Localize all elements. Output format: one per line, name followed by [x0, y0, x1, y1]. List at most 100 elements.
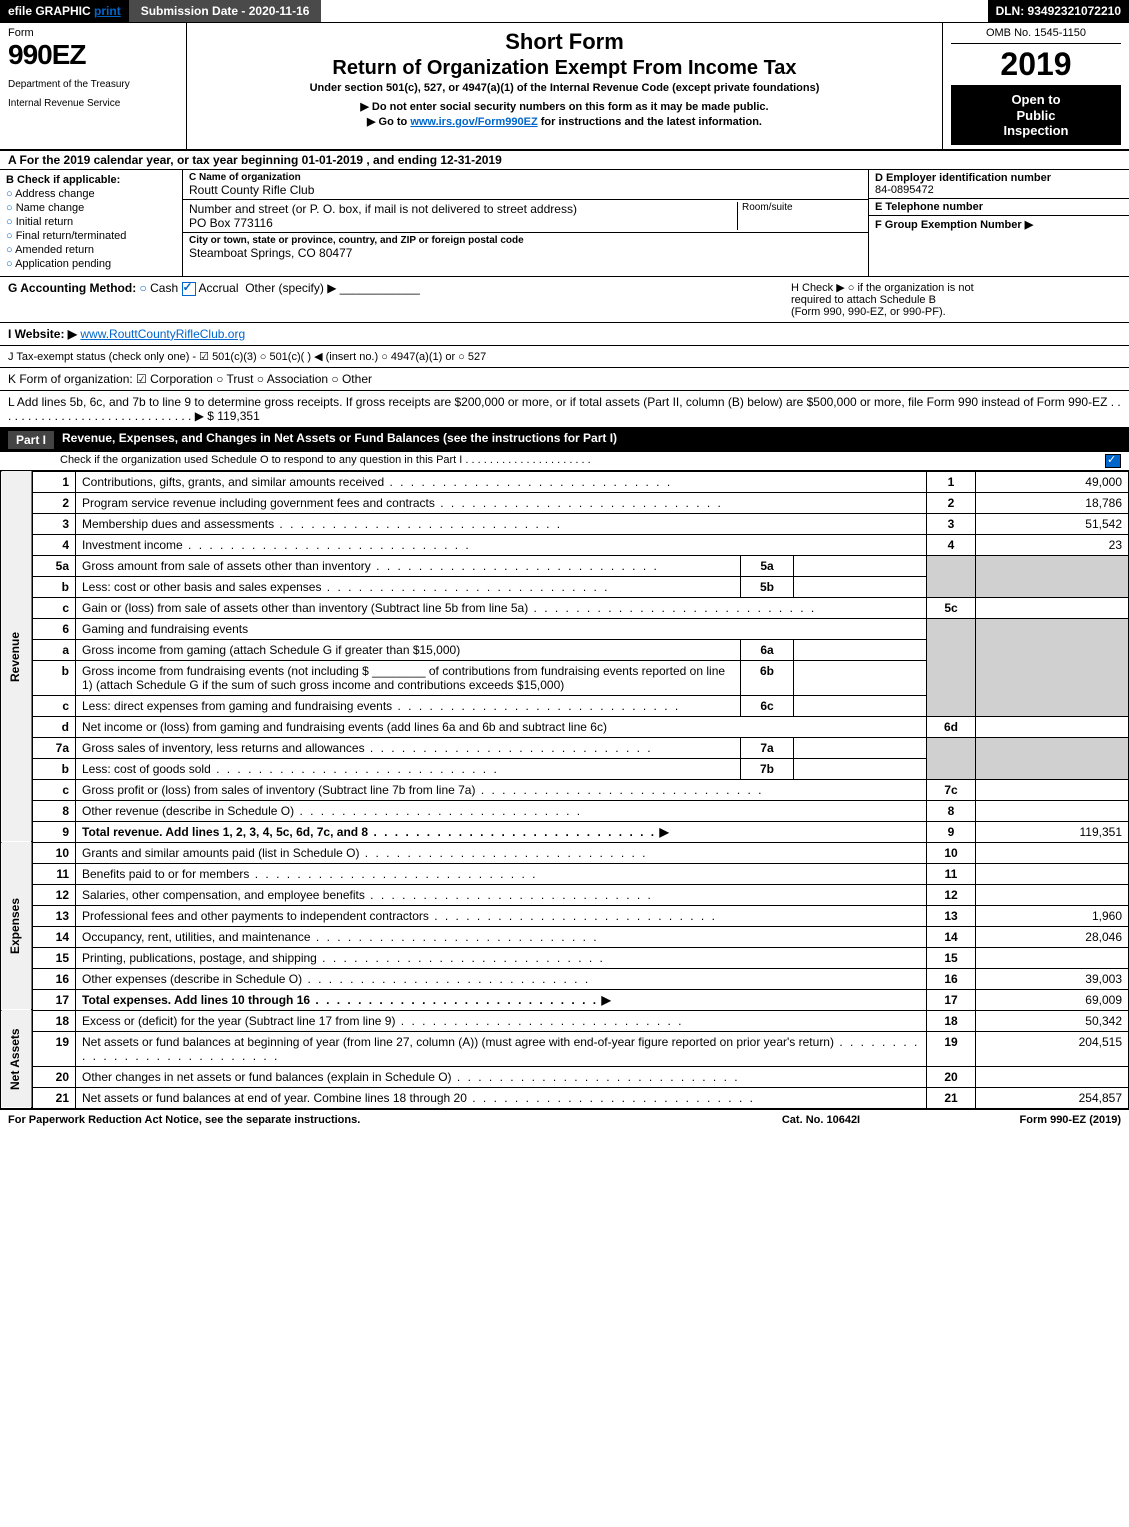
section-b: B Check if applicable: Address change Na…	[0, 170, 183, 276]
part-title: Revenue, Expenses, and Changes in Net As…	[62, 431, 617, 449]
section-d: D Employer identification number 84-0895…	[869, 170, 1129, 199]
open-to-public: Open to Public Inspection	[951, 86, 1121, 145]
table-row: Expenses 10 Grants and similar amounts p…	[1, 842, 1129, 863]
chk-address-change[interactable]: Address change	[6, 188, 176, 200]
table-row: 21 Net assets or fund balances at end of…	[1, 1087, 1129, 1108]
website-link[interactable]: www.RouttCountyRifleClub.org	[80, 327, 245, 341]
part-label: Part I	[8, 431, 54, 449]
h-line1: H Check ▶ ○ if the organization is not	[791, 281, 1121, 294]
line-desc: Contributions, gifts, grants, and simila…	[76, 471, 927, 492]
f-label: F Group Exemption Number ▶	[875, 219, 1033, 231]
note-ssn: ▶ Do not enter social security numbers o…	[195, 100, 934, 113]
section-f: F Group Exemption Number ▶	[869, 216, 1129, 233]
dln-label: DLN: 93492321072210	[988, 0, 1129, 22]
table-row: 15 Printing, publications, postage, and …	[1, 947, 1129, 968]
print-link[interactable]: print	[94, 4, 121, 18]
table-row: 16 Other expenses (describe in Schedule …	[1, 968, 1129, 989]
table-row: 20 Other changes in net assets or fund b…	[1, 1066, 1129, 1087]
open-line3: Inspection	[955, 123, 1117, 139]
submission-date: Submission Date - 2020-11-16	[129, 0, 322, 22]
sched-o-checkbox[interactable]	[1105, 454, 1121, 468]
e-label: E Telephone number	[875, 201, 1123, 213]
section-l: L Add lines 5b, 6c, and 7b to line 9 to …	[0, 391, 1129, 428]
org-name: Routt County Rifle Club	[189, 183, 862, 197]
section-c-city: City or town, state or province, country…	[183, 233, 868, 262]
footer-form-id: Form 990-EZ (2019)	[921, 1114, 1121, 1126]
form-label: Form	[8, 27, 178, 39]
efile-text: efile GRAPHIC	[8, 4, 91, 18]
table-row: d Net income or (loss) from gaming and f…	[1, 716, 1129, 737]
g-other: Other (specify) ▶	[245, 281, 336, 295]
section-e: E Telephone number	[869, 199, 1129, 216]
h-line2: required to attach Schedule B	[791, 294, 1121, 306]
l-text: L Add lines 5b, 6c, and 7b to line 9 to …	[8, 395, 1121, 423]
part-1-header: Part I Revenue, Expenses, and Changes in…	[0, 428, 1129, 452]
open-line2: Public	[955, 108, 1117, 124]
tax-year: 2019	[951, 44, 1121, 86]
table-row: 17 Total expenses. Add lines 10 through …	[1, 989, 1129, 1010]
expenses-side-label: Expenses	[1, 842, 33, 1010]
title-return: Return of Organization Exempt From Incom…	[195, 57, 934, 80]
room-suite-label: Room/suite	[737, 202, 862, 230]
table-row: 2 Program service revenue including gove…	[1, 492, 1129, 513]
goto-post: for instructions and the latest informat…	[538, 116, 762, 128]
schedule-o-check-row: Check if the organization used Schedule …	[0, 452, 1129, 471]
line-amount: 49,000	[976, 471, 1129, 492]
note-goto: ▶ Go to www.irs.gov/Form990EZ for instru…	[195, 115, 934, 128]
org-city: Steamboat Springs, CO 80477	[189, 246, 862, 260]
chk-name-change[interactable]: Name change	[6, 202, 176, 214]
page-footer: For Paperwork Reduction Act Notice, see …	[0, 1109, 1129, 1130]
ein-value: 84-0895472	[875, 184, 1123, 196]
header-left: Form 990EZ Department of the Treasury In…	[0, 23, 187, 149]
section-h: H Check ▶ ○ if the organization is not r…	[783, 281, 1121, 318]
org-address: PO Box 773116	[189, 216, 737, 230]
sched-o-text: Check if the organization used Schedule …	[60, 454, 591, 468]
table-row: 9 Total revenue. Add lines 1, 2, 3, 4, 5…	[1, 821, 1129, 842]
h-line3: (Form 990, 990-EZ, or 990-PF).	[791, 306, 1121, 318]
chk-final-return[interactable]: Final return/terminated	[6, 230, 176, 242]
title-short-form: Short Form	[195, 29, 934, 55]
footer-left: For Paperwork Reduction Act Notice, see …	[8, 1114, 721, 1126]
dept-irs: Internal Revenue Service	[8, 98, 178, 109]
form-header: Form 990EZ Department of the Treasury In…	[0, 23, 1129, 151]
table-row: 14 Occupancy, rent, utilities, and maint…	[1, 926, 1129, 947]
table-row: 7a Gross sales of inventory, less return…	[1, 737, 1129, 758]
section-c-name: C Name of organization Routt County Rifl…	[183, 170, 868, 200]
section-c-addr: Number and street (or P. O. box, if mail…	[189, 202, 737, 230]
form-number: 990EZ	[8, 39, 178, 71]
g-accrual: Accrual	[199, 281, 239, 295]
revenue-side-label: Revenue	[1, 471, 33, 842]
table-row: 5a Gross amount from sale of assets othe…	[1, 555, 1129, 576]
table-row: 11 Benefits paid to or for members 11	[1, 863, 1129, 884]
header-right: OMB No. 1545-1150 2019 Open to Public In…	[942, 23, 1129, 149]
table-row: 8 Other revenue (describe in Schedule O)…	[1, 800, 1129, 821]
c-addr-label: Number and street (or P. O. box, if mail…	[189, 202, 737, 216]
g-label: G Accounting Method:	[8, 281, 136, 295]
section-g: G Accounting Method: Cash Accrual Other …	[8, 281, 783, 318]
chk-application-pending[interactable]: Application pending	[6, 258, 176, 270]
header-center: Short Form Return of Organization Exempt…	[187, 23, 942, 149]
l-amount: $ 119,351	[207, 409, 260, 423]
i-label: I Website: ▶	[8, 327, 77, 341]
g-accrual-checkbox[interactable]	[182, 282, 196, 296]
table-row: 19 Net assets or fund balances at beginn…	[1, 1031, 1129, 1066]
table-row: 3 Membership dues and assessments 3 51,5…	[1, 513, 1129, 534]
section-c-addr-row: Number and street (or P. O. box, if mail…	[183, 200, 868, 233]
line-num: 1	[32, 471, 76, 492]
section-g-h: G Accounting Method: Cash Accrual Other …	[0, 277, 1129, 323]
goto-pre: ▶ Go to	[367, 116, 410, 128]
d-label: D Employer identification number	[875, 172, 1123, 184]
info-block: B Check if applicable: Address change Na…	[0, 170, 1129, 277]
omb-number: OMB No. 1545-1150	[951, 27, 1121, 44]
chk-amended-return[interactable]: Amended return	[6, 244, 176, 256]
section-c-wrap: C Name of organization Routt County Rifl…	[183, 170, 1129, 276]
netassets-side-label: Net Assets	[1, 1010, 33, 1108]
irs-link[interactable]: www.irs.gov/Form990EZ	[410, 116, 537, 128]
footer-cat-no: Cat. No. 10642I	[721, 1114, 921, 1126]
open-line1: Open to	[955, 92, 1117, 108]
dept-treasury: Department of the Treasury	[8, 79, 178, 90]
chk-initial-return[interactable]: Initial return	[6, 216, 176, 228]
c-name-label: C Name of organization	[189, 172, 862, 183]
g-cash[interactable]: Cash	[140, 281, 179, 295]
part-1-table: Revenue 1 Contributions, gifts, grants, …	[0, 471, 1129, 1109]
